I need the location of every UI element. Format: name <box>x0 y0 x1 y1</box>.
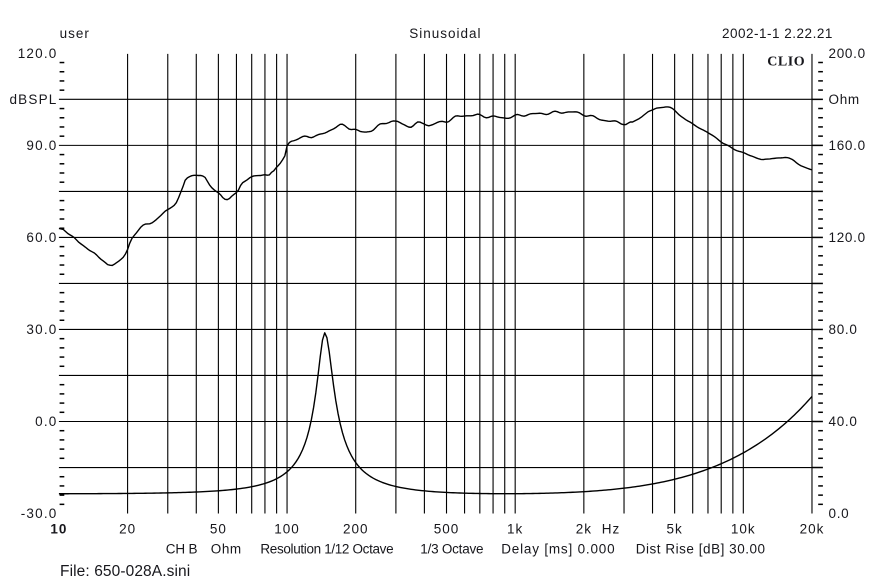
svg-text:CH B: CH B <box>166 542 198 557</box>
svg-text:50: 50 <box>210 522 227 537</box>
svg-text:2k: 2k <box>576 522 592 537</box>
svg-text:2002-1-1 2.22.21: 2002-1-1 2.22.21 <box>722 26 833 41</box>
svg-text:40.0: 40.0 <box>829 414 858 429</box>
svg-text:File: 650-028A.sini: File: 650-028A.sini <box>60 563 190 580</box>
svg-text:20k: 20k <box>800 522 825 537</box>
svg-text:200.0: 200.0 <box>829 46 866 61</box>
svg-text:dBSPL: dBSPL <box>9 92 57 107</box>
svg-text:1/3 Octave: 1/3 Octave <box>420 542 483 557</box>
svg-text:0.0: 0.0 <box>829 506 850 521</box>
svg-text:Ohm: Ohm <box>211 542 242 557</box>
svg-text:CLIO: CLIO <box>767 55 805 70</box>
svg-text:Sinusoidal: Sinusoidal <box>409 26 481 41</box>
svg-text:90.0: 90.0 <box>26 138 57 153</box>
svg-text:60.0: 60.0 <box>26 230 57 245</box>
svg-text:1k: 1k <box>507 522 523 537</box>
svg-text:10k: 10k <box>731 522 756 537</box>
svg-text:user: user <box>60 26 90 41</box>
svg-text:160.0: 160.0 <box>829 138 866 153</box>
svg-text:100: 100 <box>274 522 300 537</box>
svg-text:0.0: 0.0 <box>35 414 57 429</box>
svg-text:500: 500 <box>434 522 460 537</box>
svg-text:Delay [ms] 0.000: Delay [ms] 0.000 <box>501 542 615 557</box>
svg-text:80.0: 80.0 <box>829 322 858 337</box>
svg-text:20: 20 <box>119 522 136 537</box>
svg-text:200: 200 <box>343 522 369 537</box>
svg-text:Dist Rise [dB] 30.00: Dist Rise [dB] 30.00 <box>636 542 766 557</box>
svg-text:Ohm: Ohm <box>829 92 860 107</box>
svg-text:120.0: 120.0 <box>18 46 58 61</box>
svg-text:5k: 5k <box>667 522 683 537</box>
svg-text:120.0: 120.0 <box>829 230 866 245</box>
svg-text:Resolution 1/12 Octave: Resolution 1/12 Octave <box>260 542 393 557</box>
svg-text:Hz: Hz <box>602 522 621 537</box>
svg-text:-30.0: -30.0 <box>21 506 58 521</box>
svg-text:30.0: 30.0 <box>26 322 57 337</box>
svg-text:10: 10 <box>50 522 67 537</box>
